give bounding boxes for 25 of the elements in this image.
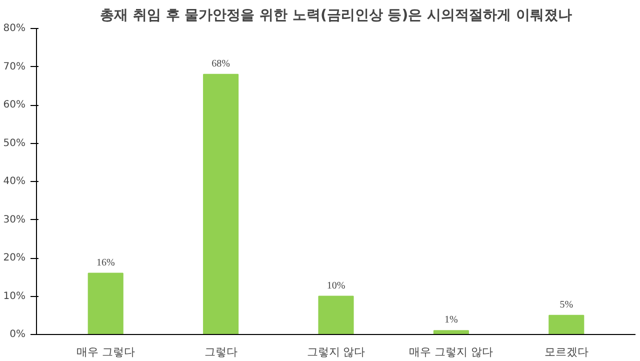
bar xyxy=(433,330,469,334)
y-tick-label: 20% xyxy=(3,252,26,264)
y-tick-label: 50% xyxy=(3,138,26,149)
x-tick-label: 매우 그렇지 않다 xyxy=(409,346,494,358)
x-tick-label: 모르겠다 xyxy=(544,346,588,358)
y-tick-label: 60% xyxy=(3,100,26,110)
bar xyxy=(88,272,124,334)
y-tick-label: 10% xyxy=(3,290,26,302)
data-label: 10% xyxy=(326,280,346,292)
y-tick-label: 30% xyxy=(3,214,26,226)
y-tick-label: 80% xyxy=(3,23,26,34)
y-tick-label: 0% xyxy=(10,329,26,340)
x-tick-label: 그렇다 xyxy=(204,346,238,358)
x-tick-label: 매우 그렇다 xyxy=(76,346,135,358)
y-tick-label: 40% xyxy=(3,176,26,187)
x-tick-label: 그렇지 않다 xyxy=(306,346,366,358)
data-label: 5% xyxy=(560,299,574,310)
data-label: 68% xyxy=(212,58,230,70)
data-label: 16% xyxy=(96,257,115,268)
bar xyxy=(203,74,239,334)
data-label: 1% xyxy=(444,314,458,326)
bar xyxy=(548,314,584,334)
bar xyxy=(318,296,354,334)
y-tick-label: 70% xyxy=(3,61,26,72)
chart-title: 총재 취임 후 물가안정을 위한 노력(금리인상 등)은 시의적절하게 이뤄졌나 xyxy=(100,8,572,24)
